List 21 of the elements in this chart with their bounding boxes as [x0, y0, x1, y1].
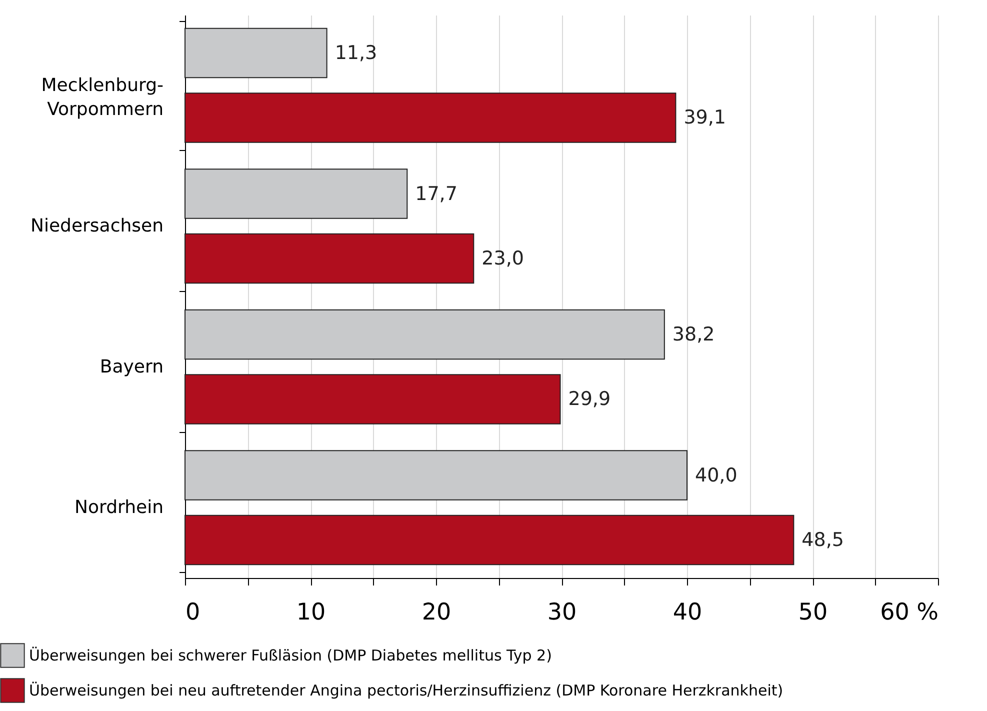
data-label: 29,9	[568, 388, 611, 410]
y-tick-label: Bayern	[100, 356, 164, 378]
y-tick-label: Niedersachsen	[30, 216, 164, 237]
x-tick-label: 50	[798, 600, 828, 626]
data-label: 40,0	[695, 464, 738, 486]
x-tick-label: 20	[422, 600, 452, 626]
data-label: 11,3	[334, 42, 378, 64]
legend-label: Überweisungen bei neu auftretender Angina pectoris/Herzinsuffizienz (DMP Koronare Herzkrankheit)	[29, 682, 784, 700]
data-label: 39,1	[684, 106, 726, 129]
x-tick-label: 30	[547, 600, 577, 626]
data-label: 17,7	[415, 182, 458, 205]
x-tick-label: 40	[672, 600, 702, 626]
legend-label: Überweisungen bei schwerer Fußläsion (DMP Diabetes mellitus Typ 2)	[29, 646, 552, 664]
data-label: 23,0	[482, 247, 524, 270]
data-label: 38,2	[672, 324, 715, 346]
x-tick-label: 0	[186, 600, 200, 626]
data-label: 48,5	[802, 528, 844, 551]
y-tick-label: Nordrhein	[74, 497, 164, 518]
x-tick-label: 10	[296, 600, 326, 626]
y-tick-label: Mecklenburg-Vorpommern	[41, 74, 164, 120]
x-tick-label: 60 %	[880, 600, 938, 626]
